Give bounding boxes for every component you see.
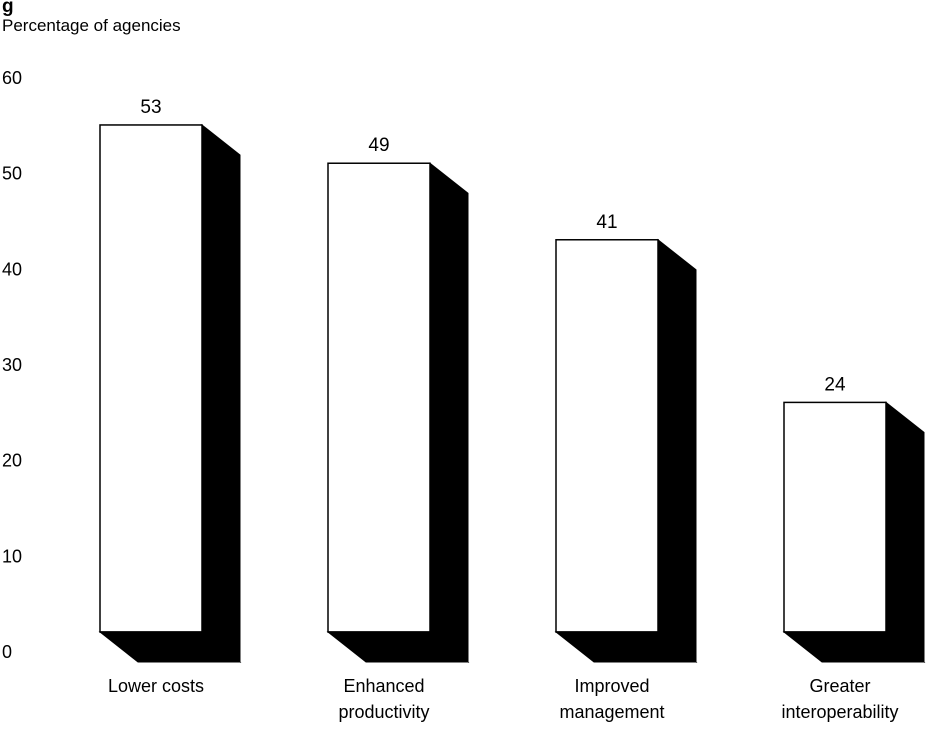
y-tick-label-3: 30 bbox=[2, 355, 22, 375]
bar-side-0 bbox=[201, 123, 241, 664]
y-tick-label-0: 0 bbox=[2, 642, 12, 662]
category-label-2: Improved management bbox=[559, 676, 664, 722]
y-tick-label-4: 40 bbox=[2, 259, 22, 279]
x-axis-labels: Lower costs Enhanced productivity Improved m… bbox=[108, 676, 899, 722]
data-label-0: 53 bbox=[140, 97, 161, 118]
category-label-3: Greater interoperability bbox=[781, 676, 898, 722]
category-label-1: Enhanced productivity bbox=[338, 676, 429, 722]
bar-face-1 bbox=[327, 162, 431, 633]
category-label-0: Lower costs bbox=[108, 676, 204, 696]
y-tick-label-6: 60 bbox=[2, 68, 22, 88]
bar-3 bbox=[782, 401, 926, 664]
chart-title: g bbox=[2, 0, 14, 17]
data-label-1: 49 bbox=[368, 135, 389, 156]
bar-side-1 bbox=[429, 162, 469, 664]
bar-1 bbox=[326, 162, 470, 664]
bar-face-0 bbox=[99, 124, 203, 633]
bars bbox=[98, 123, 926, 664]
y-axis-ticks: 0 10 20 30 40 50 60 bbox=[2, 68, 22, 662]
y-tick-label-1: 10 bbox=[2, 546, 22, 566]
data-labels: 53 49 41 24 bbox=[140, 97, 846, 395]
bar-face-2 bbox=[555, 239, 659, 633]
data-label-3: 24 bbox=[824, 374, 846, 395]
data-label-2: 41 bbox=[596, 212, 617, 233]
bar-side-3 bbox=[885, 401, 925, 664]
bar-face-3 bbox=[783, 401, 887, 633]
y-axis-label: Percentage of agencies bbox=[2, 16, 181, 35]
bar-2 bbox=[554, 238, 698, 664]
y-tick-label-2: 20 bbox=[2, 451, 22, 471]
y-tick-label-5: 50 bbox=[2, 164, 22, 184]
bar-side-2 bbox=[657, 238, 697, 664]
bar-0 bbox=[98, 123, 242, 664]
